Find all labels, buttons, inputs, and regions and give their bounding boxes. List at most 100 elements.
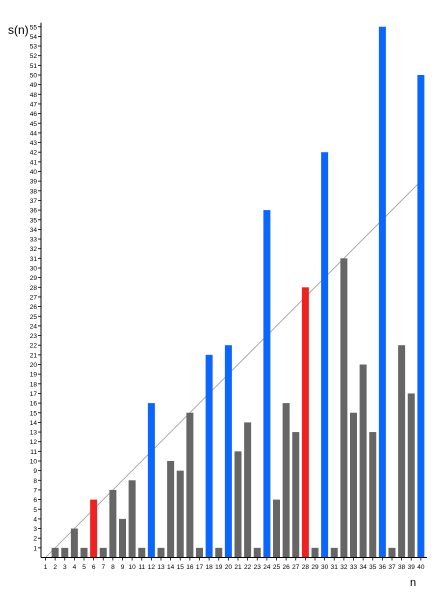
bar-n-19 xyxy=(215,547,223,558)
bar-n-8 xyxy=(109,489,117,558)
bar-n-24 xyxy=(263,210,271,558)
bar-n-27 xyxy=(292,432,300,558)
x-tick-label: 4 xyxy=(73,564,77,571)
y-tick-label: 33 xyxy=(30,237,38,244)
x-tick-label: 12 xyxy=(148,564,156,571)
y-tick-label: 7 xyxy=(33,487,37,494)
y-tick-label: 9 xyxy=(33,468,37,475)
bar-n-28 xyxy=(301,287,309,558)
y-tick-label: 16 xyxy=(30,401,38,408)
bar-n-31 xyxy=(330,547,338,558)
y-tick-label: 28 xyxy=(30,285,38,292)
bar-n-38 xyxy=(398,345,406,558)
y-tick-label: 51 xyxy=(30,63,38,70)
y-tick-label: 1 xyxy=(33,545,37,552)
bar-n-39 xyxy=(407,393,415,558)
bar-n-12 xyxy=(147,403,155,558)
y-tick-label: 50 xyxy=(30,73,38,80)
x-tick-label: 28 xyxy=(302,564,310,571)
bar-n-9 xyxy=(119,518,126,558)
bar-n-5 xyxy=(80,547,88,558)
x-tick-label: 14 xyxy=(167,564,175,571)
y-tick-label: 17 xyxy=(30,391,38,398)
y-tick-label: 12 xyxy=(30,439,38,446)
y-tick-label: 55 xyxy=(30,24,38,31)
x-tick-label: 11 xyxy=(138,564,145,571)
y-tick-label: 2 xyxy=(33,536,37,543)
bar-n-32 xyxy=(340,258,348,558)
y-tick-label: 48 xyxy=(30,92,38,99)
bar-n-21 xyxy=(234,451,242,558)
y-tick-label: 18 xyxy=(30,381,38,388)
bar-n-18 xyxy=(205,354,213,558)
y-tick-label: 45 xyxy=(30,121,38,128)
y-tick-label: 37 xyxy=(30,198,38,205)
x-tick-label: 35 xyxy=(369,564,377,571)
x-tick-label: 5 xyxy=(82,564,86,571)
bar-n-14 xyxy=(167,461,175,558)
bar-n-22 xyxy=(244,422,252,558)
y-tick-label: 35 xyxy=(30,217,38,224)
bar-n-2 xyxy=(51,547,59,558)
x-tick-label: 20 xyxy=(225,564,233,571)
x-tick-label: 39 xyxy=(408,564,416,571)
y-tick-label: 49 xyxy=(30,82,38,89)
reference-line-layer xyxy=(45,180,422,558)
x-tick-label: 22 xyxy=(244,564,252,571)
x-tick-label: 16 xyxy=(186,564,194,571)
bar-n-17 xyxy=(196,547,203,558)
y-tick-label: 21 xyxy=(30,352,38,359)
y-tick-label: 10 xyxy=(30,459,38,466)
y-tick-label: 22 xyxy=(30,343,38,350)
y-tick-label: 52 xyxy=(30,53,38,60)
y-tick-label: 20 xyxy=(30,362,38,369)
y-tick-label: 4 xyxy=(33,516,37,523)
x-tick-label: 19 xyxy=(215,564,223,571)
bar-n-7 xyxy=(99,547,107,558)
reference-line xyxy=(45,180,422,558)
x-tick-label: 33 xyxy=(350,564,358,571)
x-tick-label: 31 xyxy=(331,564,339,571)
x-tick-label: 2 xyxy=(53,564,57,571)
x-tick-label: 40 xyxy=(417,564,425,571)
y-tick-label: 34 xyxy=(30,227,38,234)
y-tick-label: 30 xyxy=(30,266,38,273)
x-tick-label: 3 xyxy=(63,564,67,571)
x-tick-label: 26 xyxy=(283,564,291,571)
y-tick-layer: 1234567891011121314151617181920212223242… xyxy=(30,24,41,552)
y-tick-label: 14 xyxy=(30,420,38,427)
bar-n-20 xyxy=(224,345,232,558)
bar-n-10 xyxy=(128,480,136,558)
y-tick-label: 31 xyxy=(30,256,38,263)
y-tick-label: 6 xyxy=(33,497,37,504)
y-tick-label: 19 xyxy=(30,372,38,379)
bar-n-26 xyxy=(282,403,290,558)
y-tick-label: 44 xyxy=(30,130,38,137)
bar-n-40 xyxy=(417,75,425,558)
x-tick-label: 8 xyxy=(111,564,115,571)
y-tick-label: 43 xyxy=(30,140,38,147)
x-tick-label: 29 xyxy=(311,564,319,571)
x-tick-label: 37 xyxy=(388,564,396,571)
bars-layer xyxy=(51,26,425,558)
y-tick-label: 23 xyxy=(30,333,38,340)
x-axis-label: n xyxy=(410,577,416,589)
y-tick-label: 42 xyxy=(30,150,38,157)
x-tick-label: 30 xyxy=(321,564,329,571)
y-tick-label: 25 xyxy=(30,314,38,321)
x-tick-label: 15 xyxy=(177,564,185,571)
bar-n-35 xyxy=(369,432,377,558)
y-axis-label: s(n) xyxy=(8,23,29,37)
x-tick-label: 7 xyxy=(101,564,105,571)
y-tick-label: 54 xyxy=(30,34,38,41)
y-tick-label: 39 xyxy=(30,179,38,186)
y-tick-label: 27 xyxy=(30,294,38,301)
bar-n-36 xyxy=(378,26,386,558)
bar-n-4 xyxy=(70,528,78,558)
x-tick-label: 10 xyxy=(129,564,137,571)
x-tick-label: 13 xyxy=(157,564,165,571)
y-tick-label: 11 xyxy=(30,449,37,456)
y-tick-label: 5 xyxy=(33,507,37,514)
bar-n-3 xyxy=(61,547,69,558)
